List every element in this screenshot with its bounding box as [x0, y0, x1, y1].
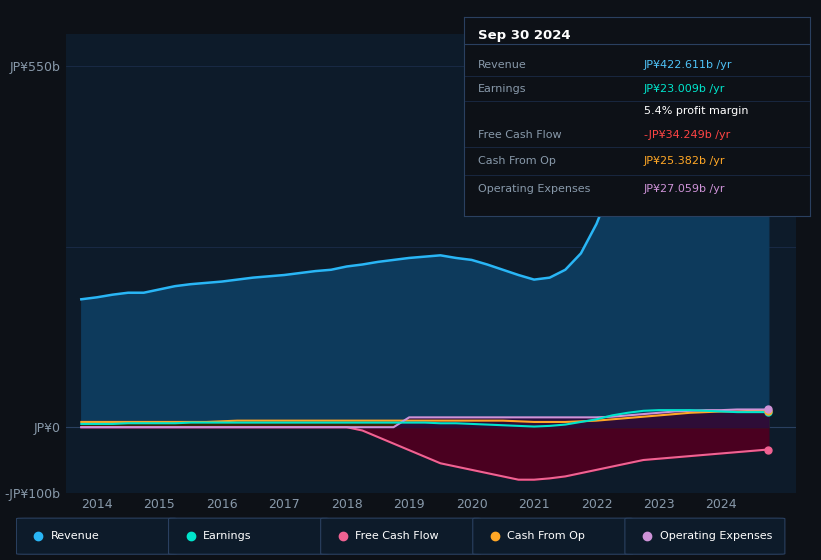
Text: Revenue: Revenue: [51, 531, 100, 541]
Text: Operating Expenses: Operating Expenses: [478, 184, 590, 194]
FancyBboxPatch shape: [168, 518, 328, 554]
Text: Free Cash Flow: Free Cash Flow: [478, 130, 562, 140]
Text: Earnings: Earnings: [204, 531, 252, 541]
Text: Free Cash Flow: Free Cash Flow: [355, 531, 439, 541]
Text: Earnings: Earnings: [478, 85, 526, 95]
Text: Revenue: Revenue: [478, 59, 526, 69]
Text: JP¥422.611b /yr: JP¥422.611b /yr: [644, 59, 732, 69]
Text: JP¥27.059b /yr: JP¥27.059b /yr: [644, 184, 726, 194]
Text: JP¥25.382b /yr: JP¥25.382b /yr: [644, 156, 726, 166]
Text: Cash From Op: Cash From Op: [507, 531, 585, 541]
FancyBboxPatch shape: [473, 518, 633, 554]
Text: Operating Expenses: Operating Expenses: [659, 531, 772, 541]
Text: JP¥23.009b /yr: JP¥23.009b /yr: [644, 85, 726, 95]
FancyBboxPatch shape: [16, 518, 177, 554]
FancyBboxPatch shape: [625, 518, 785, 554]
Text: 5.4% profit margin: 5.4% profit margin: [644, 106, 749, 116]
FancyBboxPatch shape: [321, 518, 480, 554]
Text: -JP¥34.249b /yr: -JP¥34.249b /yr: [644, 130, 730, 140]
Text: Sep 30 2024: Sep 30 2024: [478, 29, 571, 42]
Text: Cash From Op: Cash From Op: [478, 156, 556, 166]
